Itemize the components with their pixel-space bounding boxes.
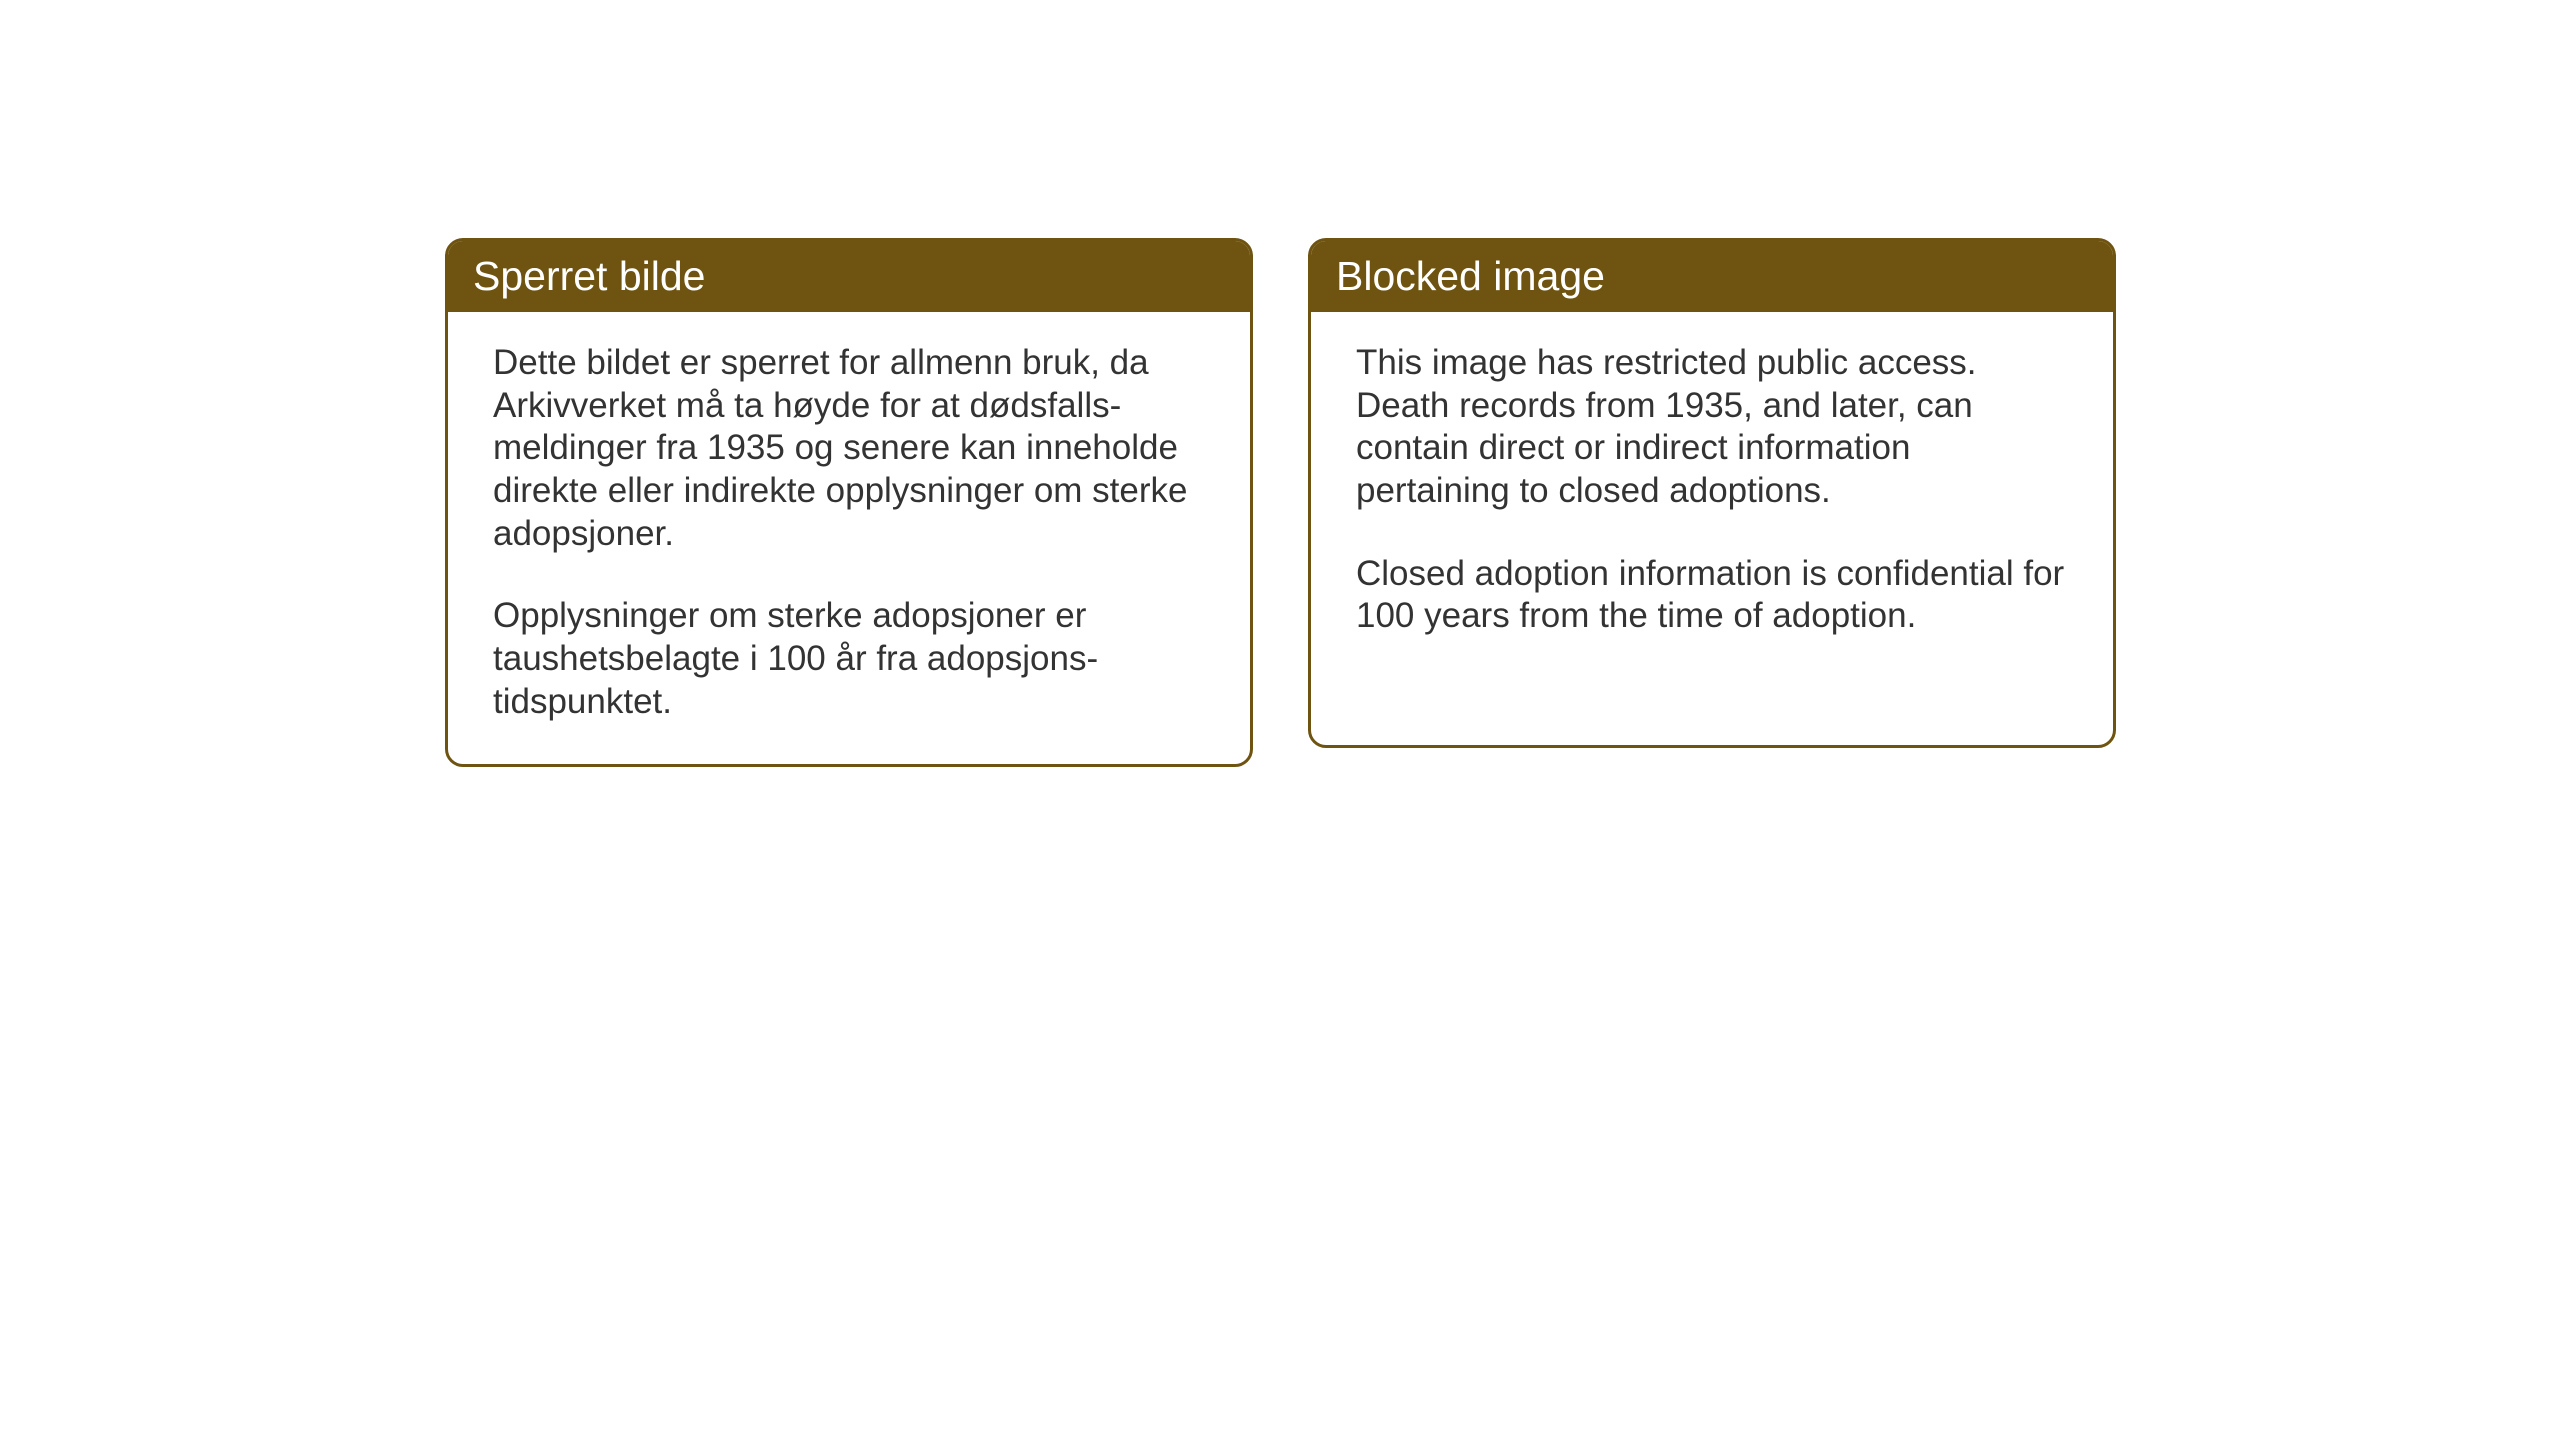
card-norwegian-title: Sperret bilde xyxy=(473,253,705,299)
card-english-paragraph-2: Closed adoption information is confident… xyxy=(1356,553,2068,638)
card-norwegian-paragraph-1: Dette bildet er sperret for allmenn bruk… xyxy=(493,342,1205,555)
card-english-paragraph-1: This image has restricted public access.… xyxy=(1356,342,2068,513)
card-english-header: Blocked image xyxy=(1311,241,2113,312)
card-norwegian-header: Sperret bilde xyxy=(448,241,1250,312)
card-norwegian: Sperret bilde Dette bildet er sperret fo… xyxy=(445,238,1253,767)
card-english-title: Blocked image xyxy=(1336,253,1605,299)
card-english: Blocked image This image has restricted … xyxy=(1308,238,2116,748)
card-norwegian-body: Dette bildet er sperret for allmenn bruk… xyxy=(448,312,1250,764)
card-norwegian-paragraph-2: Opplysninger om sterke adopsjoner er tau… xyxy=(493,595,1205,723)
card-english-body: This image has restricted public access.… xyxy=(1311,312,2113,678)
cards-container: Sperret bilde Dette bildet er sperret fo… xyxy=(445,238,2116,767)
